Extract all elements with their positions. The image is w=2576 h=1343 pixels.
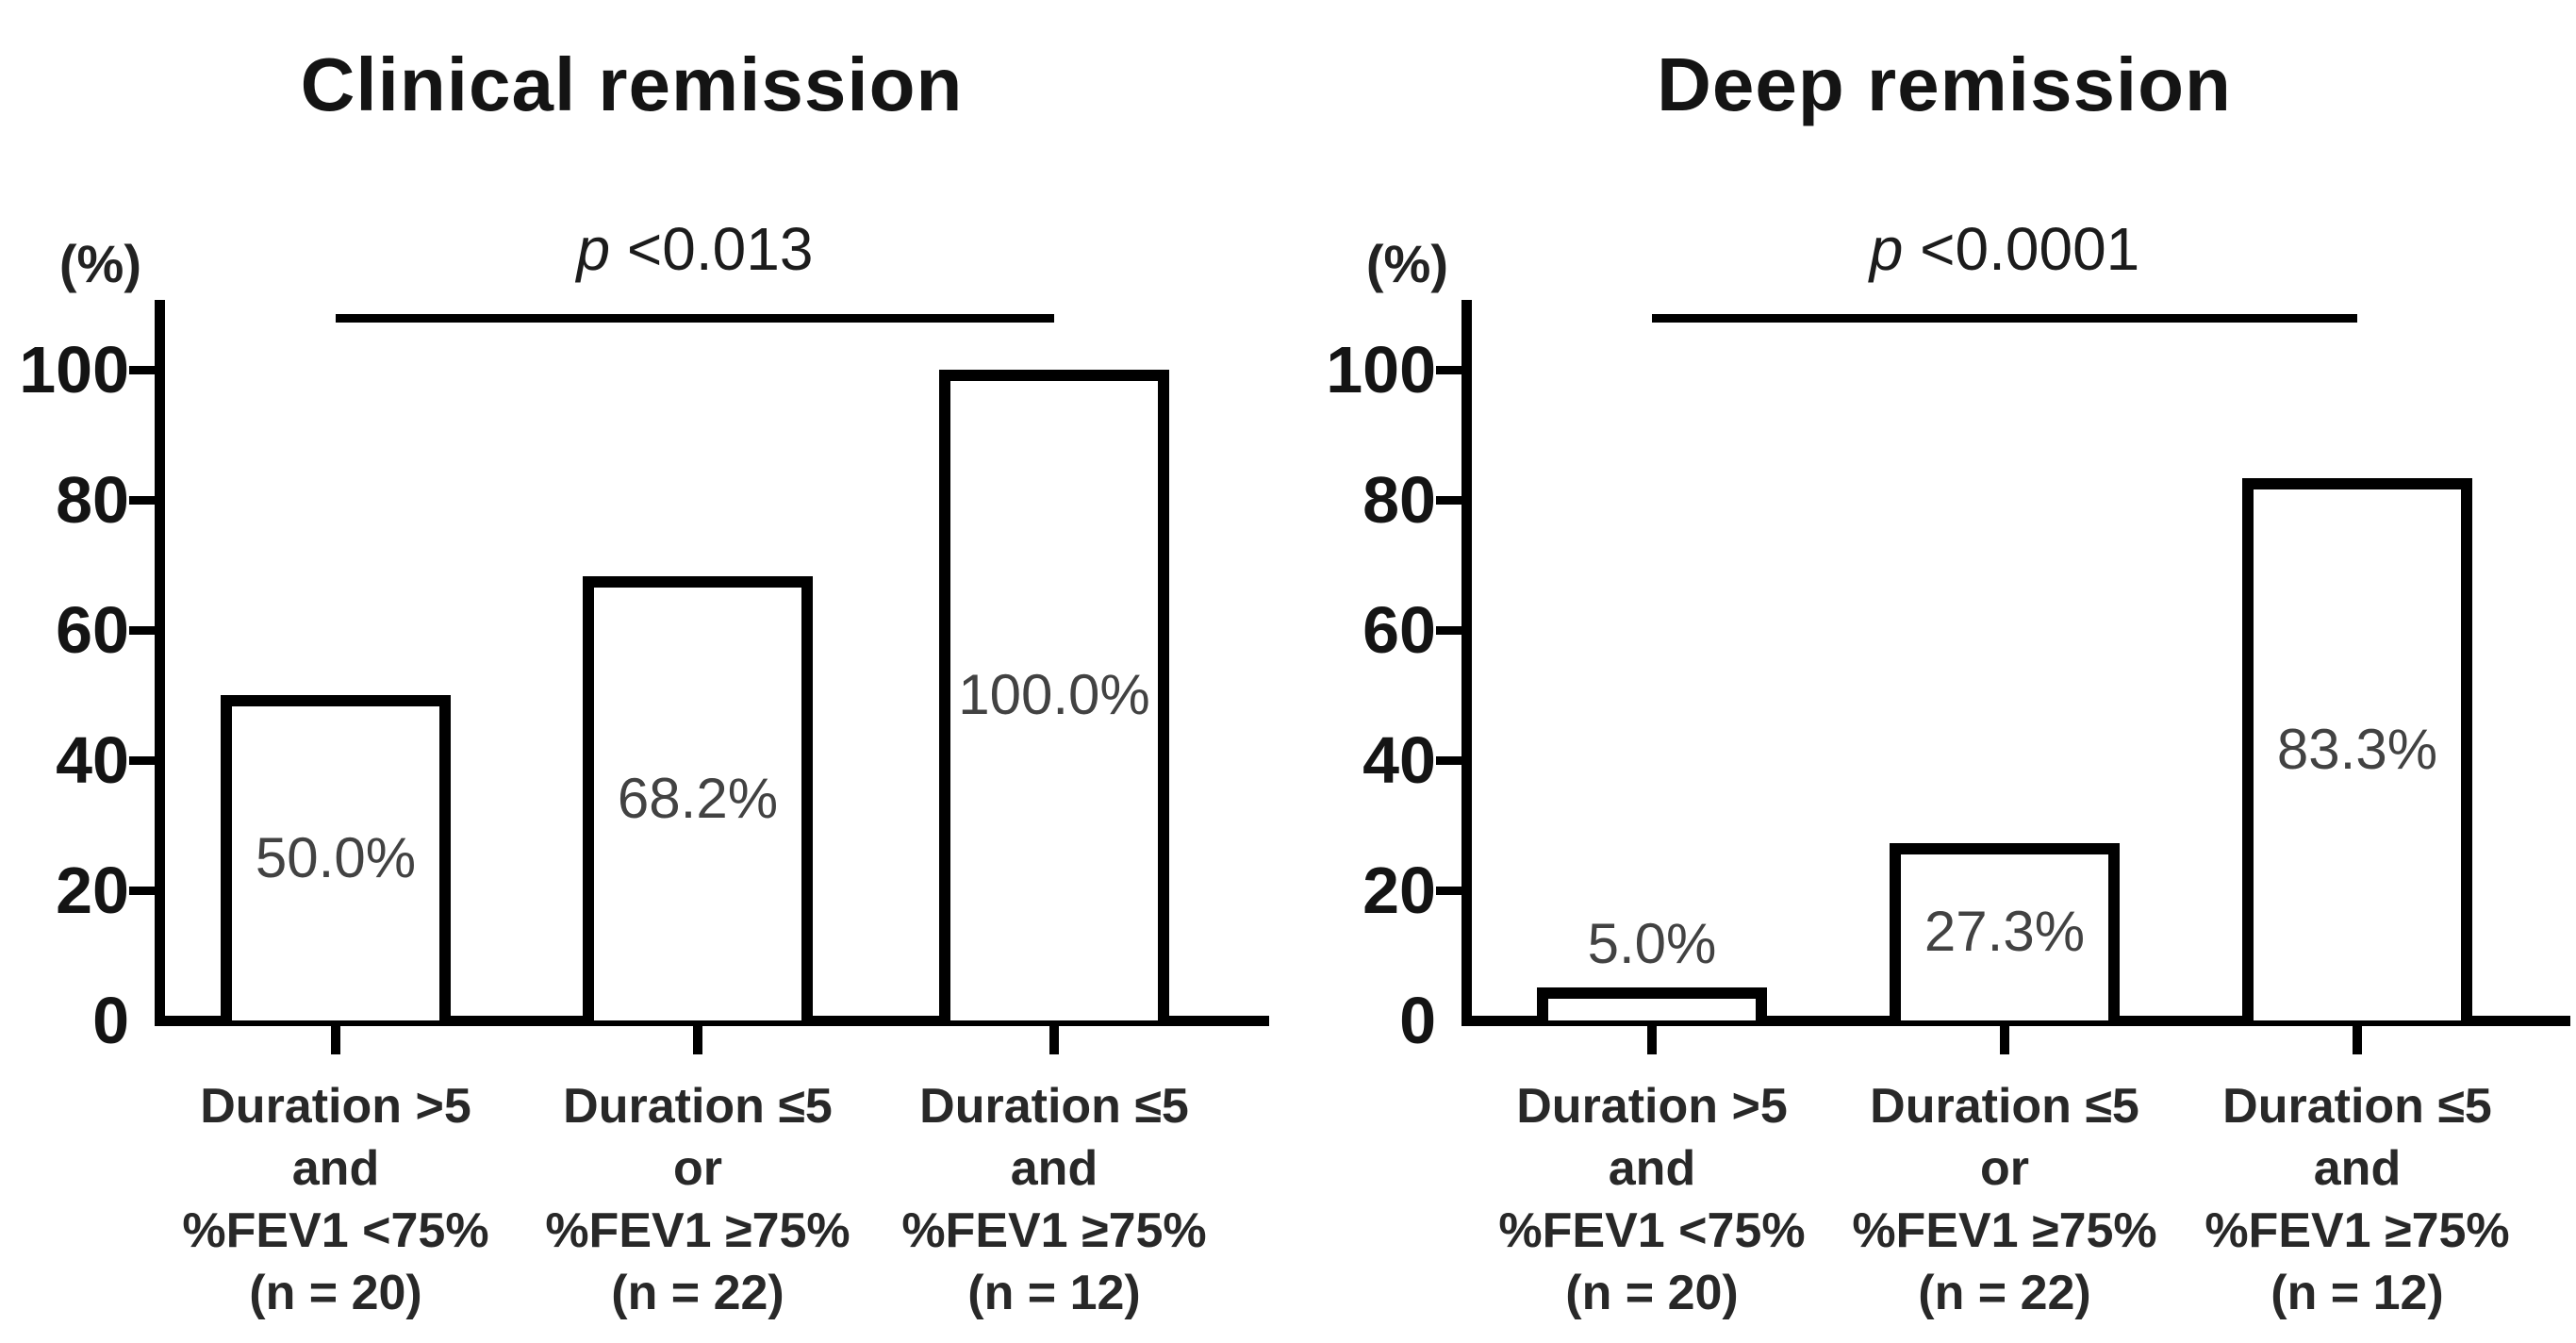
- x-tick: [2353, 1026, 2362, 1054]
- bar: [583, 576, 813, 1020]
- y-tick: [1436, 625, 1461, 635]
- p-symbol: p: [576, 215, 611, 283]
- y-tick-label: 0: [1399, 984, 1436, 1057]
- category-label: Duration ≤5 or %FEV1 ≥75% (n = 22): [545, 1079, 850, 1320]
- category-label: Duration ≤5 and %FEV1 ≥75% (n = 12): [901, 1079, 1207, 1320]
- significance-line: [336, 314, 1054, 323]
- y-tick-label: 40: [1362, 723, 1436, 797]
- y-tick-label: 60: [1362, 593, 1436, 667]
- x-tick: [1049, 1026, 1059, 1054]
- bar: [221, 695, 451, 1020]
- category-label: Duration ≤5 or %FEV1 ≥75% (n = 22): [1852, 1079, 2157, 1320]
- y-axis-unit-label: (%): [58, 234, 141, 293]
- bar-value-label: 68.2%: [617, 767, 779, 830]
- bar: [1537, 987, 1767, 1020]
- clinical-remission-chart: Clinical remission (%) 0 20 40 60 80 100 p <0.01…: [19, 42, 1269, 1320]
- y-tick: [1436, 886, 1461, 895]
- p-symbol: p: [1869, 215, 1904, 283]
- y-tick-label: 20: [56, 854, 129, 927]
- y-tick-label: 100: [1326, 333, 1436, 406]
- x-axis: [155, 1016, 1269, 1026]
- y-tick-label: 80: [56, 463, 129, 537]
- y-tick: [129, 755, 155, 765]
- bar-value-label: 50.0%: [255, 826, 417, 889]
- deep-remission-chart: Deep remission (%) 0 20 40 60 80 100 p <0.0001 5.…: [1288, 0, 2576, 1343]
- chart-title: Clinical remission: [300, 42, 964, 126]
- category-label: Duration ≤5 and %FEV1 ≥75% (n = 12): [2204, 1079, 2510, 1320]
- category-label: Duration >5 and %FEV1 <75% (n = 20): [182, 1079, 489, 1320]
- p-value-label: p <0.013: [336, 209, 1054, 289]
- bar-value-label: 27.3%: [1924, 900, 2086, 963]
- x-tick: [331, 1026, 340, 1054]
- y-tick-label: 80: [1362, 463, 1436, 537]
- y-tick-label: 20: [1362, 854, 1436, 927]
- p-value-label: p <0.0001: [1652, 209, 2357, 289]
- y-axis: [155, 300, 165, 1026]
- bar: [939, 370, 1169, 1020]
- x-tick: [693, 1026, 702, 1054]
- y-tick-label: 40: [56, 723, 129, 797]
- bar-value-label: 83.3%: [2276, 718, 2438, 781]
- y-tick-label: 100: [19, 333, 129, 406]
- y-tick: [129, 495, 155, 505]
- bar-value-label: 5.0%: [1587, 912, 1717, 975]
- category-label: Duration >5 and %FEV1 <75% (n = 20): [1498, 1079, 1806, 1320]
- chart-title: Deep remission: [1657, 42, 2232, 126]
- y-tick-label: 0: [92, 984, 129, 1057]
- y-tick: [1436, 365, 1461, 374]
- significance-line: [1652, 314, 2357, 323]
- y-tick: [1436, 755, 1461, 765]
- y-tick: [129, 625, 155, 635]
- x-axis: [1461, 1016, 2570, 1026]
- bar: [1890, 843, 2120, 1020]
- y-axis: [1461, 300, 1472, 1026]
- y-tick: [129, 365, 155, 374]
- bar: [2242, 478, 2472, 1020]
- x-tick: [2000, 1026, 2009, 1054]
- p-value-text: <0.013: [610, 215, 814, 283]
- y-tick: [129, 886, 155, 895]
- p-value-text: <0.0001: [1903, 215, 2140, 283]
- bar-value-label: 100.0%: [958, 663, 1150, 726]
- y-tick-label: 60: [56, 593, 129, 667]
- y-tick: [1436, 495, 1461, 505]
- x-tick: [1647, 1026, 1657, 1054]
- y-axis-unit-label: (%): [1365, 234, 1448, 293]
